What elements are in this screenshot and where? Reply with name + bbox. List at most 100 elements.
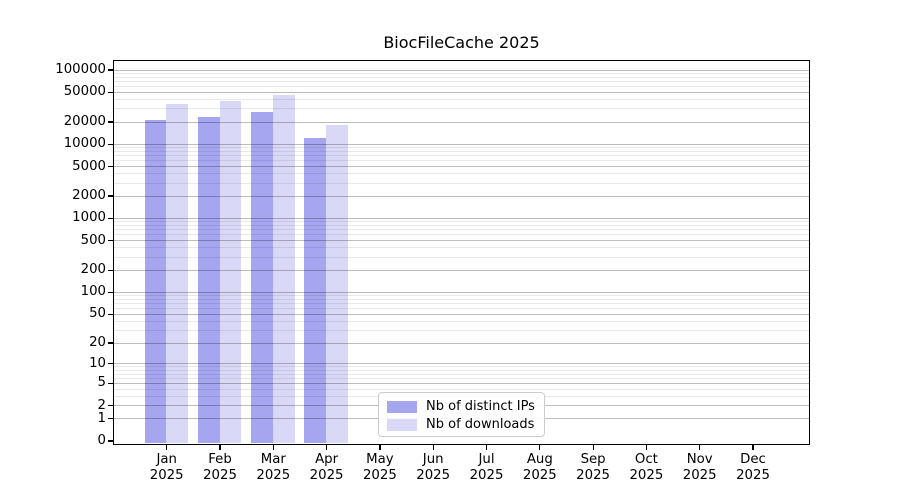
x-tick-label-dec: Dec 2025: [736, 452, 770, 483]
gridline-major: [114, 143, 809, 145]
gridline-minor: [114, 225, 809, 227]
x-tick-mark: [752, 445, 754, 450]
gridline-major: [114, 291, 809, 293]
bar-apr-downloads: [326, 124, 348, 444]
gridline-minor: [114, 99, 809, 101]
gridline-major: [114, 342, 809, 344]
gridline-minor: [114, 151, 809, 152]
gridline-major: [114, 313, 809, 315]
y-tick-mark: [108, 382, 113, 384]
x-tick-mark: [645, 445, 648, 450]
x-tick-label-aug: Aug 2025: [522, 452, 557, 483]
gridline-minor: [114, 329, 809, 331]
legend-swatch-downloads: [387, 418, 417, 431]
gridline-minor: [114, 182, 809, 184]
x-tick-mark: [592, 445, 594, 450]
x-tick-label-sep: Sep 2025: [576, 452, 611, 483]
bar-feb-distinct-ips: [197, 116, 220, 444]
y-tick-mark: [108, 91, 113, 93]
legend-label-distinct-ips: Nb of distinct IPs: [426, 399, 535, 414]
x-tick-mark: [539, 445, 541, 450]
gridline-minor: [114, 388, 809, 390]
plot-area: [113, 60, 810, 445]
gridline-minor: [114, 320, 809, 322]
x-tick-label-nov: Nov 2025: [682, 452, 717, 483]
y-tick-mark: [108, 195, 113, 197]
y-tick-label-2000: 2000: [72, 188, 106, 203]
y-tick-label-10: 10: [89, 355, 106, 371]
gridline-minor: [114, 221, 809, 223]
y-tick-label-20: 20: [89, 334, 106, 350]
y-tick-label-0: 0: [97, 433, 106, 448]
legend-label-downloads: Nb of downloads: [426, 417, 535, 432]
x-tick-label-oct: Oct 2025: [629, 452, 664, 483]
gridline-minor: [114, 299, 809, 300]
y-tick-mark: [108, 440, 113, 442]
gridline-minor: [114, 86, 809, 88]
y-tick-mark: [108, 143, 113, 145]
y-tick-label-1000: 1000: [72, 210, 106, 226]
gridline-minor: [114, 373, 809, 375]
y-tick-mark: [108, 121, 113, 123]
x-tick-label-jan: Jan 2025: [149, 452, 184, 483]
x-tick-mark: [699, 445, 701, 450]
gridline-minor: [114, 229, 809, 231]
y-tick-label-50: 50: [89, 306, 106, 322]
gridline-minor: [114, 295, 809, 297]
x-tick-label-may: May 2025: [362, 452, 397, 483]
y-tick-label-50000: 50000: [63, 84, 106, 100]
gridline-major: [114, 195, 809, 197]
bar-feb-downloads: [219, 100, 242, 444]
gridline-minor: [114, 160, 809, 162]
y-tick-mark: [108, 69, 113, 71]
y-tick-label-2: 2: [97, 397, 106, 413]
y-tick-label-5: 5: [97, 375, 106, 391]
y-tick-mark: [108, 342, 113, 344]
gridline-minor: [114, 303, 809, 305]
gridline-minor: [114, 234, 809, 236]
gridline-major: [114, 382, 809, 384]
gridline-minor: [114, 73, 809, 74]
gridline-major: [114, 269, 809, 271]
gridline-major: [114, 218, 809, 219]
x-tick-mark: [326, 445, 328, 450]
y-tick-mark: [108, 405, 113, 407]
y-tick-mark: [108, 165, 113, 168]
y-tick-label-10000: 10000: [63, 136, 106, 152]
x-tick-mark: [432, 445, 434, 450]
bar-mar-downloads: [272, 95, 295, 444]
gridline-minor: [114, 308, 809, 310]
legend-item-downloads: Nb of downloads: [387, 416, 536, 433]
gridline-major: [114, 240, 809, 242]
bar-apr-distinct-ips: [304, 137, 327, 444]
gridline-minor: [114, 256, 809, 258]
y-tick-mark: [108, 313, 113, 315]
gridline-minor: [114, 366, 809, 368]
y-tick-label-100: 100: [80, 284, 106, 300]
y-tick-mark: [108, 418, 113, 420]
gridline-minor: [114, 81, 809, 83]
y-tick-mark: [108, 240, 113, 242]
y-tick-label-1: 1: [97, 410, 106, 426]
gridline-minor: [114, 147, 809, 149]
x-tick-mark: [379, 445, 381, 450]
bar-jan-downloads: [166, 104, 189, 444]
legend: Nb of distinct IPs Nb of downloads: [378, 392, 545, 437]
x-tick-label-jun: Jun 2025: [416, 452, 451, 483]
x-tick-mark: [166, 445, 168, 450]
legend-item-distinct-ips: Nb of distinct IPs: [387, 398, 536, 415]
gridline-minor: [114, 247, 809, 249]
gridline-major: [114, 166, 809, 168]
legend-swatch-distinct-ips: [387, 400, 417, 413]
x-tick-mark: [485, 445, 488, 450]
y-tick-mark: [108, 363, 113, 365]
y-tick-label-200: 200: [80, 262, 106, 278]
x-tick-mark: [272, 445, 274, 450]
x-tick-label-feb: Feb 2025: [203, 452, 237, 483]
x-tick-mark: [219, 445, 221, 450]
gridline-major: [114, 69, 809, 71]
y-tick-mark: [108, 269, 113, 271]
gridline-minor: [114, 377, 809, 379]
x-tick-label-jul: Jul 2025: [469, 452, 504, 483]
